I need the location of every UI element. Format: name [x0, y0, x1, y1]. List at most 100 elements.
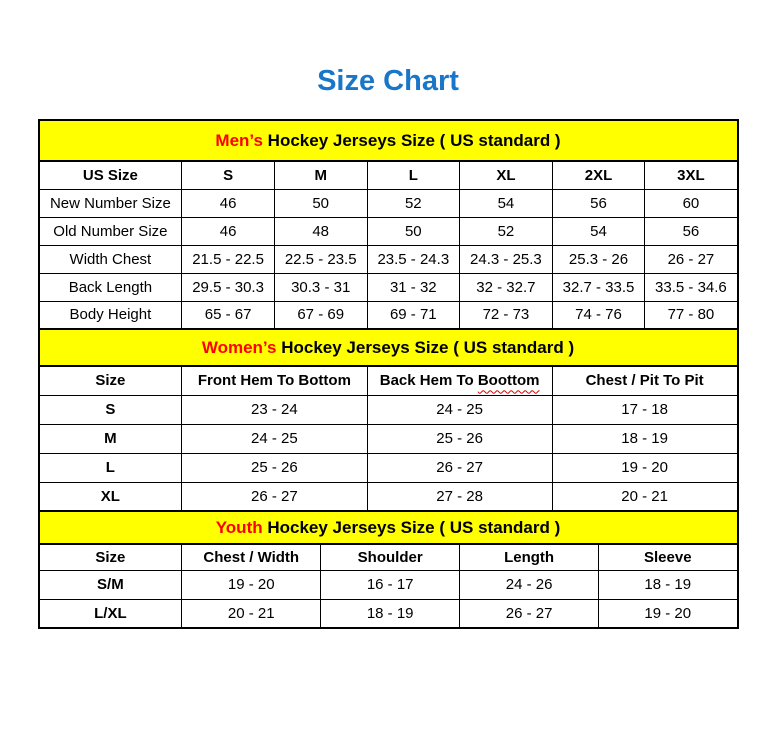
row-label: Old Number Size: [37, 216, 183, 246]
cell-value: 24 - 25: [181, 423, 368, 454]
caption-highlight: Women’s: [201, 337, 277, 357]
womens-table-caption: Women’s Hockey Jerseys Size ( US standar…: [37, 328, 739, 367]
table-row: M 24 - 25 25 - 26 18 - 19: [37, 423, 739, 454]
column-header: Chest / Width: [181, 543, 322, 571]
row-label: L/XL: [37, 598, 183, 629]
row-label: S: [37, 394, 183, 425]
cell-value: 24.3 - 25.3: [459, 244, 553, 274]
table-row: Body Height 65 - 67 67 - 69 69 - 71 72 - 73 7…: [37, 300, 738, 330]
cell-value: 67 - 69: [273, 300, 368, 330]
table-row: S 23 - 24 24 - 25 17 - 18: [37, 394, 739, 425]
cell-value: 56: [551, 188, 646, 218]
cell-value: 23 - 24: [181, 394, 368, 425]
cell-value: 19 - 20: [551, 452, 739, 483]
cell-value: 16 - 17: [320, 569, 461, 600]
cell-value: 46: [181, 188, 275, 218]
cell-value: 65 - 67: [181, 300, 275, 330]
column-header: Length: [459, 543, 600, 571]
cell-value: 18 - 19: [320, 598, 461, 629]
cell-value: 25 - 26: [181, 452, 368, 483]
cell-value: 52: [459, 216, 553, 246]
column-header: L: [366, 160, 461, 190]
cell-value: 30.3 - 31: [273, 272, 368, 302]
cell-value: 74 - 76: [551, 300, 646, 330]
youth-size-table: Youth Hockey Jerseys Size ( US standard …: [37, 510, 739, 629]
cell-value: 69 - 71: [366, 300, 461, 330]
cell-value: 46: [181, 216, 275, 246]
column-header: Shoulder: [320, 543, 461, 571]
page-title: Size Chart: [317, 65, 459, 97]
cell-value: 32.7 - 33.5: [551, 272, 646, 302]
row-label: L: [37, 452, 183, 483]
cell-value: 31 - 32: [366, 272, 461, 302]
column-header: Size: [37, 543, 183, 571]
cell-value: 22.5 - 23.5: [273, 244, 368, 274]
row-label: Back Length: [37, 272, 183, 302]
row-label: Width Chest: [37, 244, 183, 274]
cell-value: 72 - 73: [459, 300, 553, 330]
cell-value: 24 - 26: [459, 569, 600, 600]
cell-value: 17 - 18: [551, 394, 739, 425]
cell-value: 19 - 20: [598, 598, 738, 629]
youth-table-caption: Youth Hockey Jerseys Size ( US standard …: [37, 510, 739, 545]
column-header: XL: [459, 160, 553, 190]
cell-value: 25 - 26: [366, 423, 553, 454]
table-row: L/XL 20 - 21 18 - 19 26 - 27 19 - 20: [37, 598, 738, 629]
cell-value: 54: [459, 188, 553, 218]
mens-caption-row: Men’s Hockey Jerseys Size ( US standard …: [37, 119, 739, 162]
cell-value: 33.5 - 34.6: [644, 272, 738, 302]
caption-highlight: Youth: [215, 517, 263, 537]
cell-value: 50: [366, 216, 461, 246]
cell-value: 19 - 20: [181, 569, 322, 600]
row-label: XL: [37, 481, 183, 512]
caption-text: Hockey Jerseys Size ( US standard ): [262, 130, 561, 150]
womens-size-table-body: Women’s Hockey Jerseys Size ( US standar…: [37, 328, 739, 512]
row-label: M: [37, 423, 183, 454]
cell-value: 26 - 27: [644, 244, 738, 274]
mens-header-row: US Size S M L XL 2XL 3XL: [37, 160, 738, 190]
cell-value: 23.5 - 24.3: [366, 244, 461, 274]
cell-value: 29.5 - 30.3: [181, 272, 275, 302]
table-row: L 25 - 26 26 - 27 19 - 20: [37, 452, 739, 483]
cell-value: 20 - 21: [551, 481, 739, 512]
cell-value: 56: [644, 216, 738, 246]
column-header: Size: [37, 365, 183, 396]
caption-highlight: Men’s: [215, 130, 263, 150]
cell-value: 20 - 21: [181, 598, 322, 629]
womens-caption-row: Women’s Hockey Jerseys Size ( US standar…: [37, 328, 739, 367]
cell-value: 26 - 27: [366, 452, 553, 483]
table-row: New Number Size 46 50 52 54 56 60: [37, 188, 738, 218]
size-chart-page: Size Chart Men’s Hockey Jerseys Size ( U…: [0, 64, 776, 629]
cell-value: 32 - 32.7: [459, 272, 553, 302]
cell-value: 18 - 19: [598, 569, 738, 600]
womens-size-table: Women’s Hockey Jerseys Size ( US standar…: [37, 328, 739, 512]
column-header: Sleeve: [598, 543, 738, 571]
cell-value: 18 - 19: [551, 423, 739, 454]
cell-value: 26 - 27: [181, 481, 368, 512]
cell-value: 54: [551, 216, 646, 246]
mens-size-table-body: Men’s Hockey Jerseys Size ( US standard …: [37, 119, 739, 330]
cell-value: 27 - 28: [366, 481, 553, 512]
youth-caption-row: Youth Hockey Jerseys Size ( US standard …: [37, 510, 739, 545]
table-row: S/M 19 - 20 16 - 17 24 - 26 18 - 19: [37, 569, 738, 600]
table-row: Width Chest 21.5 - 22.5 22.5 - 23.5 23.5 - …: [37, 244, 738, 274]
cell-value: 25.3 - 26: [551, 244, 646, 274]
caption-text: Hockey Jerseys Size ( US standard ): [276, 337, 575, 357]
misspelled-word: Boottom: [477, 372, 540, 390]
column-header: M: [273, 160, 368, 190]
cell-value: 60: [644, 188, 738, 218]
cell-value: 52: [366, 188, 461, 218]
cell-value: 21.5 - 22.5: [181, 244, 275, 274]
column-header: 3XL: [644, 160, 738, 190]
column-header: US Size: [37, 160, 183, 190]
cell-value: 77 - 80: [644, 300, 738, 330]
cell-value: 50: [273, 188, 368, 218]
column-header: S: [181, 160, 275, 190]
table-row: XL 26 - 27 27 - 28 20 - 21: [37, 481, 739, 512]
cell-value: 24 - 25: [366, 394, 553, 425]
row-label: New Number Size: [37, 188, 183, 218]
column-header: Back Hem To Boottom: [366, 365, 553, 396]
mens-size-table: Men’s Hockey Jerseys Size ( US standard …: [37, 119, 739, 330]
youth-header-row: Size Chest / Width Shoulder Length Sleeve: [37, 543, 738, 571]
column-header: 2XL: [551, 160, 646, 190]
